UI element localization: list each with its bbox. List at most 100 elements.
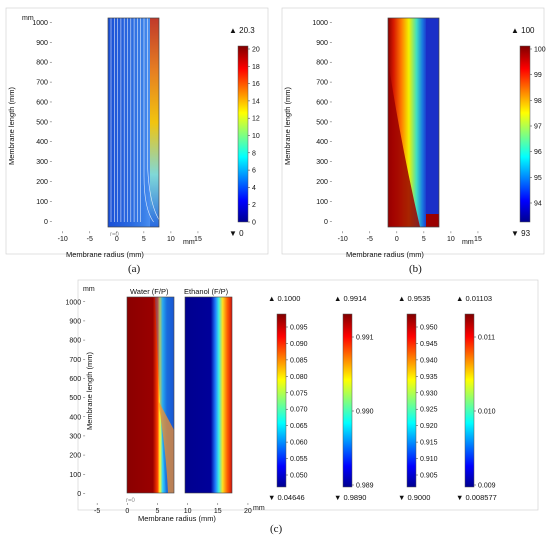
panel-b-cb-tick-label: 98 [534, 98, 542, 105]
panel-b-cb-tick-label: 94 [534, 201, 542, 208]
panel-b-cb-tick-label: 99 [534, 72, 542, 79]
colorbar-tick-label: 0.085 [290, 357, 308, 364]
panel-c-water-hotspot [158, 400, 174, 493]
colorbar-tick-label: 0.915 [420, 440, 438, 447]
panel-b-cb-tick-label: 95 [534, 175, 542, 182]
panel-b-colorbar: ▲ 100 100 99 98 97 96 95 94 ▼ 93 [511, 26, 546, 238]
panel-a-x-unit: mm [183, 239, 195, 246]
colorbar-ramp [406, 313, 417, 488]
panel-c-xtick-label: -5 [94, 508, 100, 515]
panel-b-xtick-label: 5 [422, 236, 426, 243]
colorbar-ramp [276, 313, 287, 488]
colorbar-tick-label: 0.989 [356, 483, 374, 490]
panel-c-ethanol-label: Ethanol (F/P) [184, 287, 229, 296]
panel-a-ytick-label: 200 [36, 179, 48, 186]
panel-a-core-field [108, 18, 150, 227]
panel-a-cb-tick-label: 14 [252, 98, 260, 105]
panel-c-ytick-label: 500 [69, 395, 81, 402]
panel-a-colorbar-ramp [237, 45, 249, 223]
panel-b-xlabel: Membrane radius (mm) [346, 250, 424, 259]
panel-c-ethanol-outline [184, 296, 233, 494]
colorbar-max-label: ▲ 0.01103 [456, 294, 492, 303]
colorbar-ramp [342, 313, 353, 488]
panel-c-colorbars: ▲ 0.1000 0.095 0.090 0.085 0.080 0.075 0.070 0.… [268, 294, 497, 502]
panel-c-axes: 0 100 200 300 400 500 600 700 800 900 1000 -5 0 5 10 15… [66, 299, 252, 515]
panel-a-ytick-label: 600 [36, 99, 48, 106]
panel-b-xtick-label: -5 [367, 236, 373, 243]
colorbar-tick-label: 0.940 [420, 357, 438, 364]
panel-b-frame [281, 7, 545, 255]
panel-a-xlabel: Membrane radius (mm) [66, 250, 144, 259]
panel-b-cb-min-label: ▼ 93 [511, 229, 531, 238]
panel-a-y-unit: mm [22, 15, 34, 22]
colorbar-tick-label: 0.910 [420, 456, 438, 463]
caption-a: (a) [128, 263, 141, 275]
colorbar-tick-label: 0.920 [420, 423, 438, 430]
panel-a-xtick-label: 5 [142, 236, 146, 243]
panel-b-xtick-label: 0 [395, 236, 399, 243]
colorbar-tick-label: 0.011 [478, 335, 495, 342]
colorbar-tick-label: 0.009 [478, 483, 496, 490]
panel-a-xtick-label: 10 [167, 236, 175, 243]
panel-a-cb-tick-label: 8 [252, 150, 256, 157]
panel-c-x-unit: mm [253, 505, 265, 512]
colorbar-tick-label: 0.950 [420, 325, 438, 332]
colorbar-min-label: ▼ 0.04646 [268, 493, 305, 502]
panel-c-water-outline [126, 296, 175, 494]
panel-a-xtick-label: -5 [87, 236, 93, 243]
caption-c: (c) [270, 523, 283, 535]
colorbar-ramp [464, 313, 475, 488]
panel-b-x-unit: mm [462, 239, 474, 246]
panel-c-ytick-label: 400 [69, 414, 81, 421]
panel-a-cb-tick-label: 16 [252, 81, 260, 88]
panel-c: mm Membrane length (mm) Membrane radius … [66, 279, 539, 523]
panel-b-xtick-label: 10 [447, 236, 455, 243]
panel-a-plot [107, 17, 161, 228]
colorbar-tick-label: 0.070 [290, 407, 308, 414]
panel-c-xtick-label: 15 [214, 508, 222, 515]
panel-a-streamlines [110, 18, 161, 223]
panel-b-cb-tick-label: 96 [534, 149, 542, 156]
colorbar-tick-label: 0.055 [290, 456, 308, 463]
colorbar-max-label: ▲ 0.1000 [268, 294, 300, 303]
colorbar-tick-label: 0.075 [290, 390, 308, 397]
panel-b-ytick-label: 1000 [312, 20, 328, 27]
panel-b-xtick-label: -10 [338, 236, 348, 243]
panel-a-ytick-label: 800 [36, 60, 48, 67]
panel-c-xtick-label: 20 [244, 508, 252, 515]
panel-c-plot [126, 296, 233, 494]
panel-b-core-highfield [388, 60, 420, 227]
streamline [147, 18, 161, 223]
panel-a-ylabel: Membrane length (mm) [7, 87, 16, 165]
panel-a-cb-max-label: ▲ 20.3 [229, 26, 255, 35]
panel-b-wall-corner [426, 214, 439, 227]
panel-b-ytick-label: 100 [316, 199, 328, 206]
panel-b-ylabel: Membrane length (mm) [283, 87, 292, 165]
panel-b-cb-max-label: ▲ 100 [511, 26, 535, 35]
panel-a-cb-tick-label: 10 [252, 133, 260, 140]
colorbar-tick-label: 0.945 [420, 341, 438, 348]
panel-c-water-label: Water (F/P) [130, 287, 169, 296]
panel-c-ethanol-field [185, 297, 232, 493]
colorbar-tick-label: 0.065 [290, 423, 308, 430]
panel-a-xtick-label: 0 [115, 236, 119, 243]
colorbar-tick-label: 0.930 [420, 390, 438, 397]
colorbar-tick-label: 0.935 [420, 374, 438, 381]
colorbar-tick-label: 0.060 [290, 440, 308, 447]
panel-c-frame [77, 279, 539, 511]
colorbar-min-label: ▼ 0.008577 [456, 493, 497, 502]
panel-a-ytick-label: 700 [36, 80, 48, 87]
panel-c-ytick-label: 200 [69, 453, 81, 460]
panel-c-y-unit: mm [83, 286, 95, 293]
panel-c-xtick-label: 10 [184, 508, 192, 515]
panel-a-ytick-label: 0 [44, 219, 48, 226]
panel-a-frame [5, 7, 269, 255]
panel-a-ytick-label: 900 [36, 40, 48, 47]
panel-b-cb-ticks: 100 99 98 97 96 95 94 [530, 47, 546, 208]
colorbar-tick-label: 0.050 [290, 473, 308, 480]
panel-a-ytick-label: 400 [36, 139, 48, 146]
panel-a-cb-tick-label: 18 [252, 64, 260, 71]
panel-c-ytick-label: 100 [69, 472, 81, 479]
panel-a-xtick-label: 15 [194, 236, 202, 243]
